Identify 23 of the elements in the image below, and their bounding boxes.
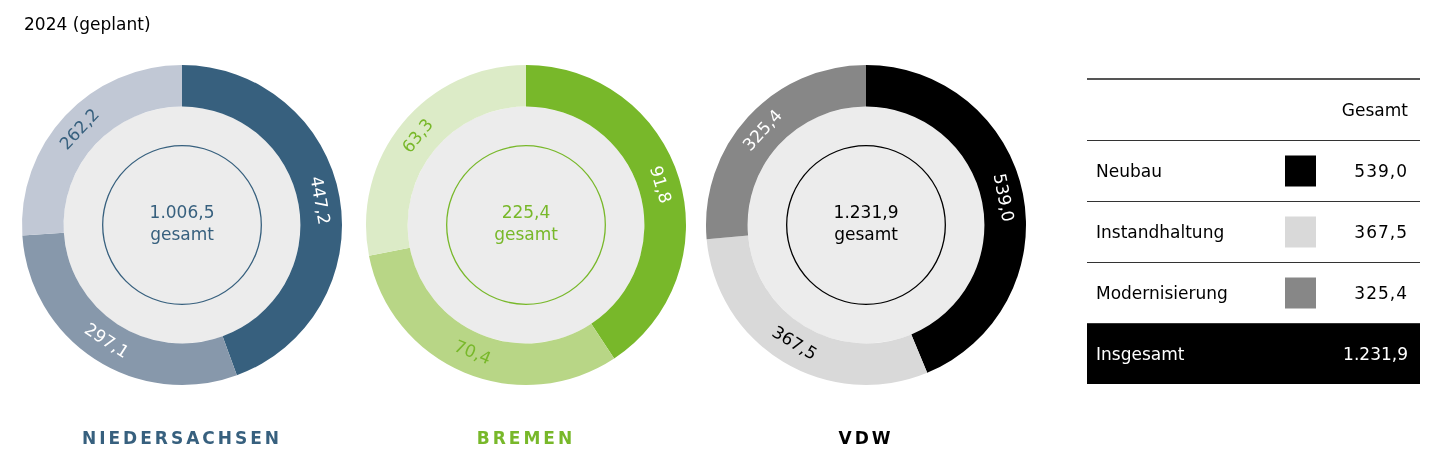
- text: Gesamt: [1341, 100, 1408, 120]
- text: 1.231,9: [833, 202, 899, 223]
- text: 367,5: [1354, 222, 1408, 242]
- data-label: 447,2: [306, 174, 335, 227]
- text: VDW: [837, 428, 895, 448]
- category-label: Neubau: [1096, 161, 1162, 181]
- category-label: Instandhaltung: [1096, 222, 1225, 242]
- text: Insgesamt: [1096, 344, 1185, 364]
- text: BREMEN: [475, 428, 577, 448]
- chart-subtitle: 2024 (geplant): [24, 14, 151, 34]
- data-label: 539,0: [989, 171, 1019, 224]
- text: gesamt: [834, 224, 899, 245]
- data-label: 91,8: [645, 163, 676, 206]
- text: 225,4: [501, 202, 551, 223]
- text: 325,4: [1354, 283, 1408, 303]
- category-label: Modernisierung: [1096, 283, 1228, 303]
- text: gesamt: [150, 224, 215, 245]
- text: 1.231,9: [1343, 344, 1408, 364]
- text: NIEDERSACHSEN: [80, 428, 284, 448]
- text: gesamt: [494, 224, 559, 245]
- data-label: 70,4: [451, 335, 495, 369]
- text: 1.006,5: [149, 202, 215, 223]
- text: 539,0: [1354, 161, 1408, 181]
